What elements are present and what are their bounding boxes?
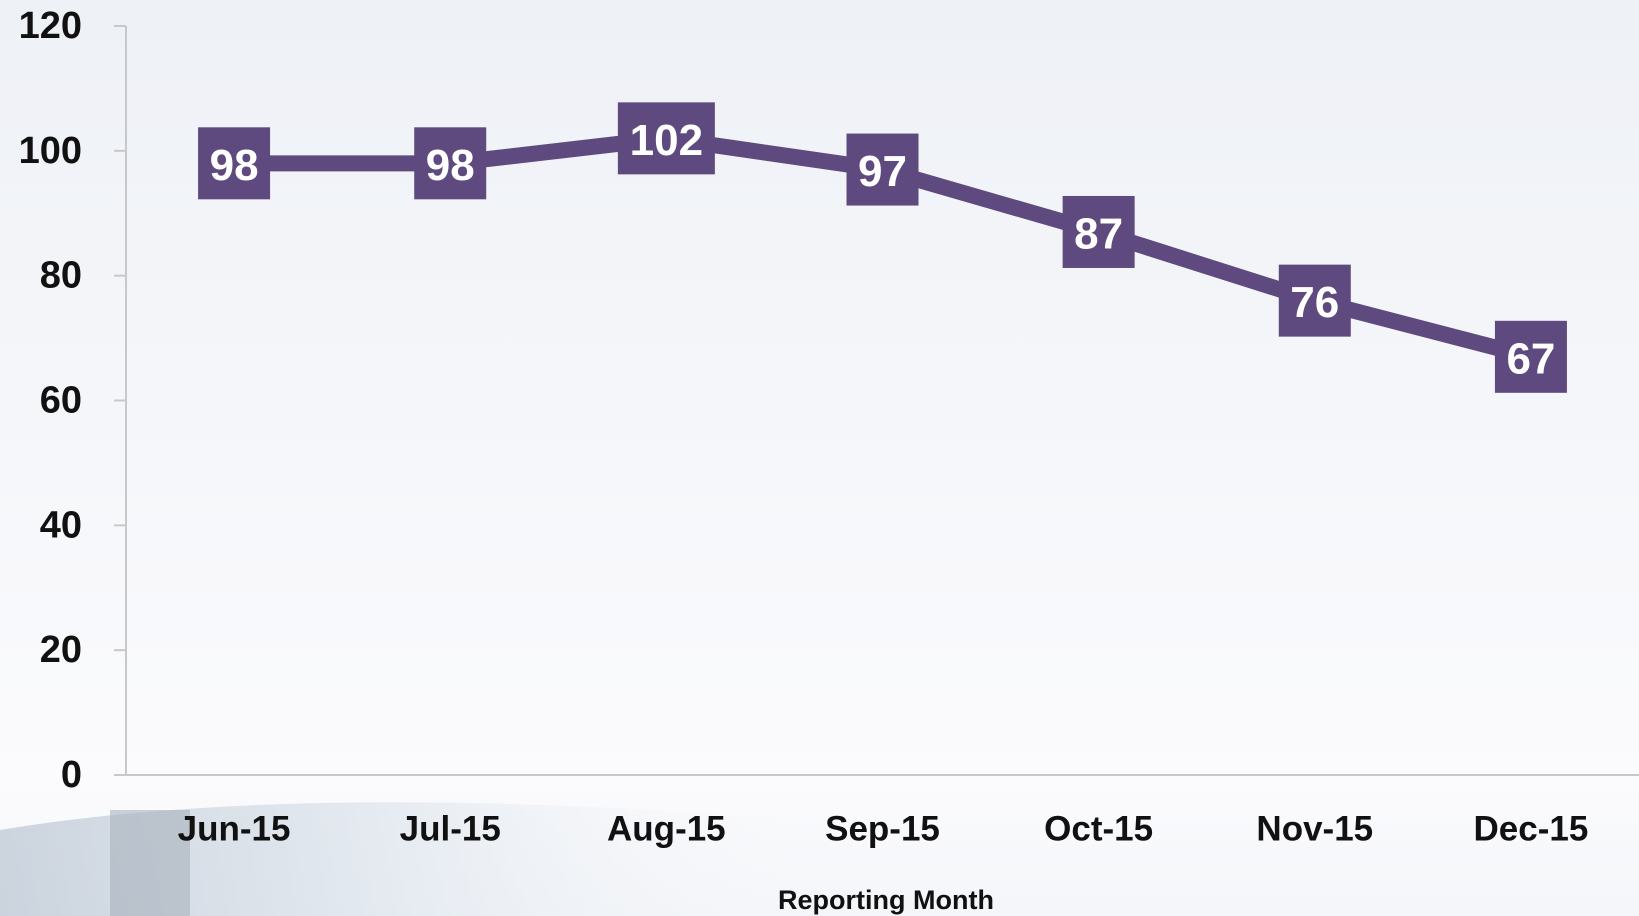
x-tick-label: Oct-15 [1044, 810, 1153, 849]
data-marker [1494, 320, 1567, 393]
x-tick-label: Sep-15 [825, 810, 940, 849]
y-tick-label: 60 [40, 380, 82, 422]
y-tick-label: 80 [40, 255, 82, 297]
data-marker [617, 102, 715, 175]
data-label: 97 [858, 147, 907, 196]
y-tick-label: 100 [19, 130, 82, 172]
x-tick-label: Jun-15 [178, 810, 291, 849]
y-tick-label: 20 [40, 629, 82, 671]
background-image [110, 810, 190, 916]
data-label: 87 [1074, 209, 1123, 258]
data-marker [414, 127, 487, 200]
data-marker [198, 127, 271, 200]
y-tick-label: 120 [19, 5, 82, 47]
x-tick-label: Jul-15 [400, 810, 501, 849]
data-label: 98 [210, 141, 259, 190]
data-label: 76 [1290, 278, 1339, 327]
data-marker [1278, 264, 1351, 337]
data-label: 98 [426, 141, 475, 190]
x-tick-label: Dec-15 [1474, 810, 1589, 849]
data-label: 67 [1506, 334, 1555, 383]
data-marker [846, 133, 919, 206]
x-tick-label: Nov-15 [1256, 810, 1373, 849]
y-tick-label: 40 [40, 504, 82, 546]
data-label: 102 [630, 116, 703, 165]
data-marker [1062, 195, 1135, 268]
x-tick-label: Aug-15 [607, 810, 726, 849]
y-tick-label: 0 [61, 754, 82, 796]
background-image [0, 802, 800, 916]
x-axis-title: Reporting Month [778, 885, 994, 915]
